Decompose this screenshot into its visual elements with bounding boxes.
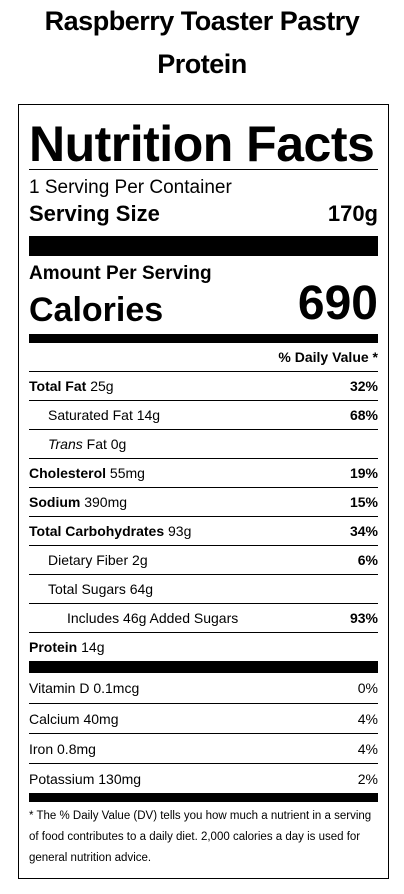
nutrient-amount: 2g xyxy=(132,552,148,568)
vitamin-amount: 40mg xyxy=(83,710,119,727)
serving-size-value: 170g xyxy=(327,201,378,226)
vitamin-name: Potassium xyxy=(29,770,95,787)
nutrient-row-total-sugars: Total Sugars 64g xyxy=(29,574,378,603)
product-title-line1: Raspberry Toaster Pastry xyxy=(44,6,360,36)
vitamin-row-potassium: Potassium 130mg 2% xyxy=(29,763,378,793)
nutrient-amount: 64g xyxy=(129,581,154,597)
nutrient-amount: 55mg xyxy=(109,465,145,481)
nutrient-row-dietary-fiber: Dietary Fiber 2g 6% xyxy=(29,545,378,574)
servings-per-container: 1 Serving Per Container xyxy=(29,177,232,198)
serving-size-row: Serving Size 170g xyxy=(29,200,378,228)
nutrient-row-added-sugars: Includes 46g Added Sugars 93% xyxy=(29,603,378,632)
nutrient-row-sodium: Sodium 390mg 15% xyxy=(29,487,378,516)
amount-per-serving: Amount Per Serving xyxy=(29,263,212,284)
nutrient-name: Fat xyxy=(86,436,107,452)
nutrient-name: Protein xyxy=(29,639,78,655)
nutrient-dv: 34% xyxy=(349,523,378,539)
nutrient-row-cholesterol: Cholesterol 55mg 19% xyxy=(29,458,378,487)
nutrient-name: Saturated Fat xyxy=(48,407,133,423)
nutrient-name: Total Fat xyxy=(29,378,87,394)
nutrient-amount: 0g xyxy=(110,436,127,452)
vitamin-name: Vitamin D xyxy=(29,680,90,696)
nutrient-amount: 390mg xyxy=(84,494,128,510)
vitamin-dv: 0% xyxy=(357,680,378,696)
nutrient-row-saturated-fat: Saturated Fat 14g 68% xyxy=(29,400,378,429)
divider xyxy=(29,169,378,170)
medium-divider xyxy=(29,334,378,343)
nutrition-facts-label: Nutrition Facts 1 Serving Per Container … xyxy=(18,104,389,879)
vitamin-row-iron: Iron 0.8mg 4% xyxy=(29,733,378,763)
product-title: Raspberry Toaster Pastry Protein xyxy=(0,0,404,86)
vitamin-dv: 4% xyxy=(357,710,378,727)
nutrient-row-total-carbohydrates: Total Carbohydrates 93g 34% xyxy=(29,516,378,545)
calories-label: Calories xyxy=(29,291,164,329)
vitamin-dv: 2% xyxy=(357,770,378,787)
vitamin-amount: 130mg xyxy=(98,770,142,787)
thick-divider xyxy=(29,236,378,256)
nutrient-amount: 93g xyxy=(168,523,192,539)
thick-divider xyxy=(29,661,378,673)
nutrient-dv: 15% xyxy=(349,494,378,510)
nutrient-name: Includes 46g Added Sugars xyxy=(67,610,239,626)
nutrient-name: Cholesterol xyxy=(29,465,107,481)
daily-value-footnote: * The % Daily Value (DV) tells you how m… xyxy=(29,810,372,864)
calories-row: Calories 690 xyxy=(29,278,378,330)
medium-divider xyxy=(29,793,378,802)
vitamin-row-vitamin-d: Vitamin D 0.1mcg 0% xyxy=(29,673,378,703)
nutrient-dv: 32% xyxy=(349,378,378,394)
vitamin-dv: 4% xyxy=(357,740,378,757)
nutrient-dv: 68% xyxy=(349,407,378,423)
nutrient-row-trans-fat: Trans Fat 0g xyxy=(29,429,378,458)
nutrient-name: Sodium xyxy=(29,494,81,510)
nutrient-name: Dietary Fiber xyxy=(48,552,129,568)
vitamin-row-calcium: Calcium 40mg 4% xyxy=(29,703,378,733)
nutrient-dv: 6% xyxy=(357,552,378,568)
serving-size-label: Serving Size xyxy=(29,201,160,226)
nutrient-dv: 19% xyxy=(349,465,378,481)
nutrient-name-prefix: Trans xyxy=(48,436,83,452)
vitamin-amount: 0.1mcg xyxy=(93,680,140,696)
nutrient-name: Total Sugars xyxy=(48,581,126,597)
nutrient-row-total-fat: Total Fat 25g 32% xyxy=(29,371,378,400)
nutrient-amount: 14g xyxy=(81,639,105,655)
vitamin-amount: 0.8mg xyxy=(57,740,96,757)
calories-value: 690 xyxy=(297,277,378,330)
nutrient-dv: 93% xyxy=(349,610,378,626)
daily-value-header: % Daily Value * xyxy=(278,349,378,365)
vitamin-name: Calcium xyxy=(29,710,80,727)
nutrient-amount: 14g xyxy=(136,407,161,423)
vitamin-name: Iron xyxy=(29,740,54,757)
nutrient-name: Total Carbohydrates xyxy=(29,523,165,539)
nutrient-row-protein: Protein 14g xyxy=(29,632,378,661)
nutrient-amount: 25g xyxy=(90,378,114,394)
nutrition-facts-heading: Nutrition Facts xyxy=(29,116,375,172)
product-title-line2: Protein xyxy=(157,49,247,79)
